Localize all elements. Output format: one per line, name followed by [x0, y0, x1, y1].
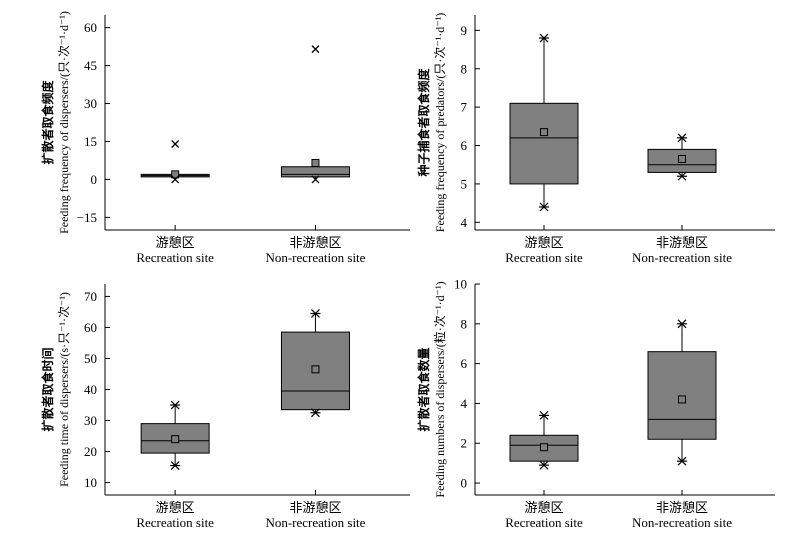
x-category-label-en: Recreation site: [136, 515, 214, 530]
box-1: [140, 400, 210, 470]
x-category-label-cn: 非游憩区: [656, 235, 708, 251]
y-tick-label: 6: [461, 138, 468, 153]
y-axis-label-en: Feeding frequency of dispersers/(只·次⁻¹·d…: [57, 11, 71, 234]
mean-marker: [540, 443, 548, 452]
box-body: [647, 351, 717, 440]
max-marker: [310, 309, 321, 318]
y-axis-label-cn: 扩散者取食数量: [416, 347, 431, 431]
x-category-label-cn: 游憩区: [156, 500, 195, 516]
y-tick-label: 10: [454, 277, 467, 292]
box-2: [280, 45, 350, 184]
y-tick-label: 45: [84, 58, 97, 73]
y-tick-label: 4: [461, 396, 468, 411]
max-marker: [170, 400, 181, 410]
max-marker: [539, 33, 549, 43]
y-tick-label: 60: [84, 20, 97, 35]
x-category-label-en: Non-recreation site: [632, 515, 732, 530]
y-tick-label: 6: [461, 356, 468, 371]
y-tick-label: 8: [461, 61, 468, 76]
min-marker: [539, 460, 549, 470]
x-category-label-cn: 游憩区: [156, 235, 195, 251]
y-tick-label: 20: [84, 444, 97, 459]
y-axis-label-cn: 扩散者取食时间: [40, 347, 55, 431]
x-category-label-en: Non-recreation site: [632, 250, 732, 265]
y-axis-label-cn: 扩散者取食频度: [40, 80, 55, 165]
box-body: [509, 102, 579, 185]
box-2: [280, 309, 350, 418]
y-axis-label-en: Feeding numbers of dispersers/(粒·次⁻¹·d⁻¹…: [432, 281, 447, 497]
x-category-label-en: Recreation site: [136, 250, 214, 265]
min-marker: [677, 171, 687, 181]
x-category-label-cn: 非游憩区: [289, 500, 341, 516]
x-category-label-cn: 游憩区: [524, 500, 563, 516]
y-tick-label: 0: [461, 476, 468, 491]
x-category-label-en: Non-recreation site: [265, 250, 365, 265]
box-2: [647, 319, 717, 466]
y-tick-label: 8: [461, 316, 468, 331]
mean-marker: [171, 435, 180, 444]
y-axis-label: 扩散者取食数量 Feeding numbers of dispersers/(粒·…: [416, 281, 447, 497]
max-marker: [677, 133, 687, 143]
mean-marker: [540, 128, 548, 137]
y-tick-label: 40: [84, 382, 97, 397]
y-tick-label: 30: [84, 413, 97, 428]
y-axis-label-cn: 种子捕食者取食频度: [416, 68, 431, 178]
mean-marker: [678, 154, 686, 163]
box-body: [280, 166, 350, 178]
y-tick-label: 7: [461, 100, 468, 115]
outlier-marker: [171, 140, 180, 148]
max-marker: [677, 319, 687, 329]
min-marker: [539, 202, 549, 212]
y-axis-label: 扩散者取食时间 Feeding time of dispersers/(s·只⁻¹…: [40, 292, 71, 487]
min-marker: [677, 456, 687, 466]
x-category-label-cn: 游憩区: [524, 235, 563, 251]
outlier-marker: [311, 45, 320, 54]
x-category-label-en: Non-recreation site: [265, 515, 365, 530]
x-category-label-en: Recreation site: [505, 250, 583, 265]
box-1: [140, 140, 210, 184]
y-tick-label: 0: [91, 172, 98, 187]
y-tick-label: 60: [84, 320, 97, 335]
y-tick-label: 30: [84, 96, 97, 111]
outlier-marker: [171, 175, 180, 184]
x-category-label-en: Recreation site: [505, 515, 583, 530]
y-tick-label: −15: [77, 210, 97, 225]
mean-marker: [171, 170, 180, 179]
x-category-label-cn: 非游憩区: [289, 235, 341, 251]
y-tick-label: 2: [461, 436, 468, 451]
y-tick-label: 50: [84, 351, 97, 366]
min-marker: [170, 461, 181, 470]
y-axis-label: 扩散者取食频度 Feeding frequency of dispersers/(…: [40, 11, 71, 234]
outlier-marker: [311, 175, 320, 184]
y-tick-label: 5: [461, 176, 468, 191]
box-1: [509, 410, 579, 470]
y-tick-label: 15: [84, 134, 97, 149]
mean-marker: [311, 158, 320, 167]
y-axis-label-en: Feeding time of dispersers/(s·只⁻¹·次⁻¹): [57, 292, 71, 487]
y-axis-label-en: Feeding frequency of predators/(只·次⁻¹·d⁻…: [433, 13, 447, 232]
mean-marker: [678, 395, 686, 404]
x-category-label-cn: 非游憩区: [656, 500, 708, 516]
box-1: [509, 33, 579, 212]
min-marker: [310, 408, 321, 418]
y-tick-label: 9: [461, 23, 468, 38]
y-axis-label: 种子捕食者取食频度 Feeding frequency of predators/…: [416, 13, 447, 232]
y-tick-label: 70: [84, 289, 97, 304]
max-marker: [539, 410, 549, 420]
box-2: [647, 133, 717, 181]
y-tick-label: 10: [84, 475, 97, 490]
mean-marker: [311, 365, 320, 374]
y-tick-label: 4: [461, 215, 468, 230]
